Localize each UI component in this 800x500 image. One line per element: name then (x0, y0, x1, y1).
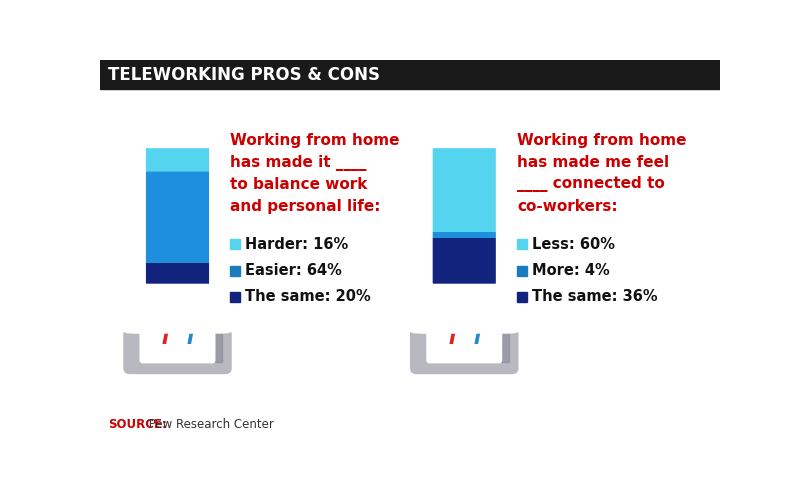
Text: Pew Research Center: Pew Research Center (145, 418, 274, 431)
Bar (422, 238, 507, 295)
Bar (422, 232, 507, 238)
FancyBboxPatch shape (139, 305, 215, 364)
FancyBboxPatch shape (408, 123, 521, 308)
Bar (135, 162, 220, 264)
Bar (100, 60, 720, 90)
Bar (422, 238, 507, 295)
Bar (135, 137, 220, 162)
FancyBboxPatch shape (138, 288, 217, 322)
Bar (422, 137, 507, 232)
FancyBboxPatch shape (517, 240, 527, 250)
Text: Easier: 64%: Easier: 64% (245, 262, 342, 278)
Text: The same: 36%: The same: 36% (532, 289, 658, 304)
FancyBboxPatch shape (230, 292, 240, 302)
FancyBboxPatch shape (425, 288, 504, 322)
Text: Harder: 16%: Harder: 16% (245, 236, 348, 252)
FancyBboxPatch shape (416, 292, 512, 311)
FancyBboxPatch shape (410, 294, 518, 374)
Bar (214, 306, 222, 362)
Text: TELEWORKING PROS & CONS: TELEWORKING PROS & CONS (108, 66, 380, 84)
FancyBboxPatch shape (230, 266, 240, 276)
FancyBboxPatch shape (121, 123, 234, 308)
Text: T: T (158, 329, 172, 348)
FancyBboxPatch shape (408, 102, 521, 172)
Text: T: T (470, 329, 483, 348)
Bar (135, 162, 220, 264)
Bar (422, 137, 507, 232)
Text: Working from home
has made me feel
____ connected to
co-workers:: Working from home has made me feel ____ … (517, 133, 686, 214)
FancyBboxPatch shape (425, 108, 504, 146)
Bar (502, 306, 509, 362)
Text: More: 4%: More: 4% (532, 262, 610, 278)
FancyBboxPatch shape (517, 292, 527, 302)
FancyBboxPatch shape (426, 305, 502, 364)
FancyBboxPatch shape (138, 108, 217, 146)
Text: Working from home
has made it ____
to balance work
and personal life:: Working from home has made it ____ to ba… (230, 133, 400, 214)
FancyBboxPatch shape (123, 294, 232, 374)
Text: SOURCE:: SOURCE: (108, 418, 166, 431)
Bar (135, 137, 220, 162)
FancyBboxPatch shape (121, 102, 234, 172)
Text: T: T (183, 329, 197, 348)
Text: T: T (446, 329, 458, 348)
Text: Less: 60%: Less: 60% (532, 236, 614, 252)
FancyBboxPatch shape (230, 240, 240, 250)
Bar (135, 264, 220, 295)
Text: The same: 20%: The same: 20% (245, 289, 370, 304)
FancyBboxPatch shape (517, 266, 527, 276)
FancyBboxPatch shape (130, 292, 226, 311)
Bar (135, 264, 220, 295)
Bar (422, 232, 507, 238)
